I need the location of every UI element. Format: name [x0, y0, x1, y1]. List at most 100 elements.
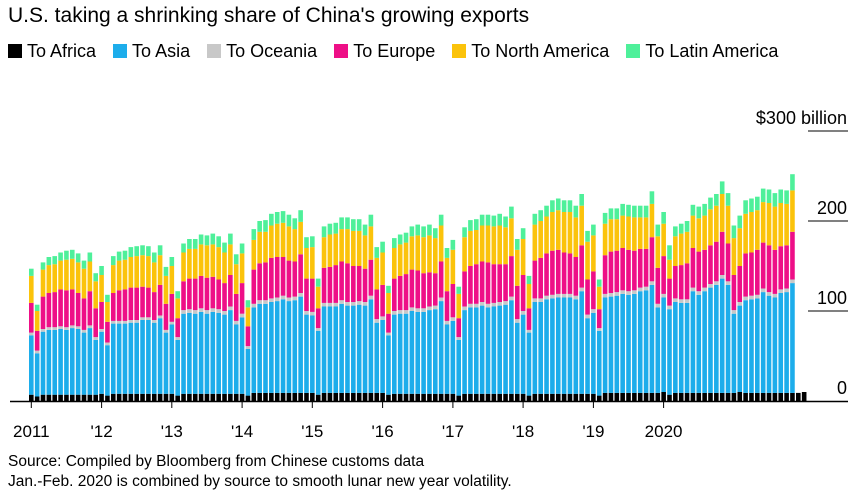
bar-segment-to-africa [462, 393, 467, 401]
bar-segment-to-europe [286, 260, 292, 298]
bar-segment-to-latin-america [93, 273, 99, 282]
bar-segment-to-latin-america [444, 248, 450, 258]
bar-segment-to-asia [491, 306, 497, 394]
bar-segment-to-north-america [192, 248, 198, 279]
bar-segment-to-africa [532, 393, 538, 401]
bar-segment-to-europe [538, 257, 543, 299]
bar-segment-to-africa [468, 393, 473, 401]
bar-segment-to-oceania [596, 328, 602, 331]
bar-segment-to-oceania [64, 327, 69, 330]
bar-segment-to-oceania [725, 281, 731, 285]
bar-segment-to-oceania [550, 294, 555, 299]
bar-segment-to-africa [784, 392, 789, 401]
bar-segment-to-africa [456, 395, 462, 401]
legend-swatch-oceania [207, 44, 222, 58]
bar-segment-to-oceania [321, 302, 327, 307]
bar-segment-to-north-america [415, 235, 421, 271]
x-axis: 2011 '12 '13 '14 '15 '16 '17 '18 '19 2020 [10, 400, 848, 441]
bar-segment-to-latin-america [778, 189, 784, 203]
bar-segment-to-asia [749, 299, 754, 393]
legend-label-north-america: To North America [471, 41, 610, 61]
bar-segment-to-latin-america [714, 194, 719, 206]
bar-segment-to-latin-america [667, 245, 672, 260]
bar-segment-to-oceania [602, 293, 608, 298]
bar-segment-to-oceania [374, 319, 380, 323]
bar-segment-to-europe [157, 284, 163, 316]
bar-segment-to-europe [585, 279, 590, 315]
bar-segment-to-oceania [327, 302, 333, 307]
bar-segment-to-oceania [157, 315, 163, 319]
bar-segment-to-africa [743, 392, 748, 401]
bar-segment-to-asia [444, 324, 450, 394]
bar-segment-to-north-america [602, 223, 608, 256]
bar-segment-to-africa [34, 396, 40, 401]
bar-segment-to-north-america [497, 225, 502, 265]
bar-segment-to-africa [29, 394, 34, 401]
bar-segment-to-asia [58, 329, 63, 395]
bar-segment-to-north-america [561, 212, 567, 253]
bar-segment-to-africa [766, 392, 772, 401]
bar-segment-to-latin-america [46, 257, 52, 266]
bar-segment-to-latin-america [140, 245, 145, 256]
bar-segment-to-latin-america [315, 278, 321, 287]
y-axis: 0 100 200 $300 billion [756, 108, 848, 398]
bar-segment-to-north-america [310, 247, 315, 279]
bar-segment-to-north-america [222, 252, 227, 284]
bar-segment-to-oceania [509, 296, 514, 301]
bar-segment-to-africa [274, 392, 280, 401]
bar-segment-to-north-america [374, 257, 380, 290]
bar-segment-to-asia [673, 302, 678, 393]
bar-segment-to-oceania [655, 303, 661, 308]
bar-segment-to-asia [602, 297, 608, 393]
bar-segment-to-latin-america [210, 233, 216, 245]
bar-segment-to-europe [731, 275, 737, 311]
bar-segment-to-asia [503, 304, 508, 394]
bar-segment-to-africa [339, 392, 344, 401]
bar-segment-to-europe [110, 293, 116, 321]
bar-segment-to-oceania [99, 329, 104, 332]
bar-segment-to-africa [128, 393, 134, 401]
bar-segment-to-asia [351, 305, 356, 393]
bar-segment-to-latin-america [520, 228, 526, 239]
bar-segment-to-europe [315, 308, 321, 329]
bar-segment-to-asia [386, 335, 391, 395]
bar-segment-to-asia [702, 291, 707, 393]
bar-segment-to-asia [310, 315, 315, 393]
bar-segment-to-north-america [292, 229, 298, 262]
bar-segment-to-latin-america [128, 247, 134, 257]
bar-segment-to-asia [40, 331, 46, 395]
bar-segment-to-latin-america [75, 253, 81, 263]
legend-label-latin-america: To Latin America [645, 41, 779, 61]
bar-segment-to-north-america [239, 253, 245, 284]
bar-segment-to-africa [310, 392, 315, 401]
bar-segment-to-africa [52, 394, 58, 401]
bar-segment-to-north-america [573, 217, 579, 257]
bar-segment-to-europe [210, 276, 216, 309]
bar-segment-to-oceania [134, 320, 139, 323]
bar-segment-to-africa [233, 393, 239, 401]
bar-segment-to-oceania [755, 294, 760, 299]
bar-segment-to-north-america [514, 249, 520, 286]
x-tick-label: '19 [582, 422, 604, 441]
bar-segment-to-oceania [87, 325, 93, 329]
bar-segment-to-europe [520, 275, 526, 311]
bar-segment-to-asia [210, 311, 216, 394]
bar-segment-to-europe [345, 263, 350, 302]
bar-segment-to-europe [87, 291, 93, 326]
bar-segment-to-africa [380, 392, 385, 401]
bar-segment-to-asia [567, 297, 573, 394]
bar-segment-to-asia [175, 339, 180, 396]
bar-segment-to-africa [269, 392, 274, 401]
bar-segment-to-north-america [614, 219, 620, 251]
bar-segment-to-latin-america [105, 294, 110, 302]
bar-segment-to-africa [714, 392, 719, 401]
bar-segment-to-africa [397, 393, 403, 401]
bar-segment-to-north-america [702, 215, 707, 250]
bar-segment-to-latin-america [204, 235, 210, 246]
bar-segment-to-europe [784, 245, 789, 289]
bar-segment-to-oceania [151, 320, 157, 323]
bar-segment-to-latin-america [538, 210, 543, 221]
bar-segment-to-asia [304, 314, 309, 393]
bar-segment-to-oceania [187, 309, 192, 313]
bar-segment-to-asia [368, 299, 374, 393]
